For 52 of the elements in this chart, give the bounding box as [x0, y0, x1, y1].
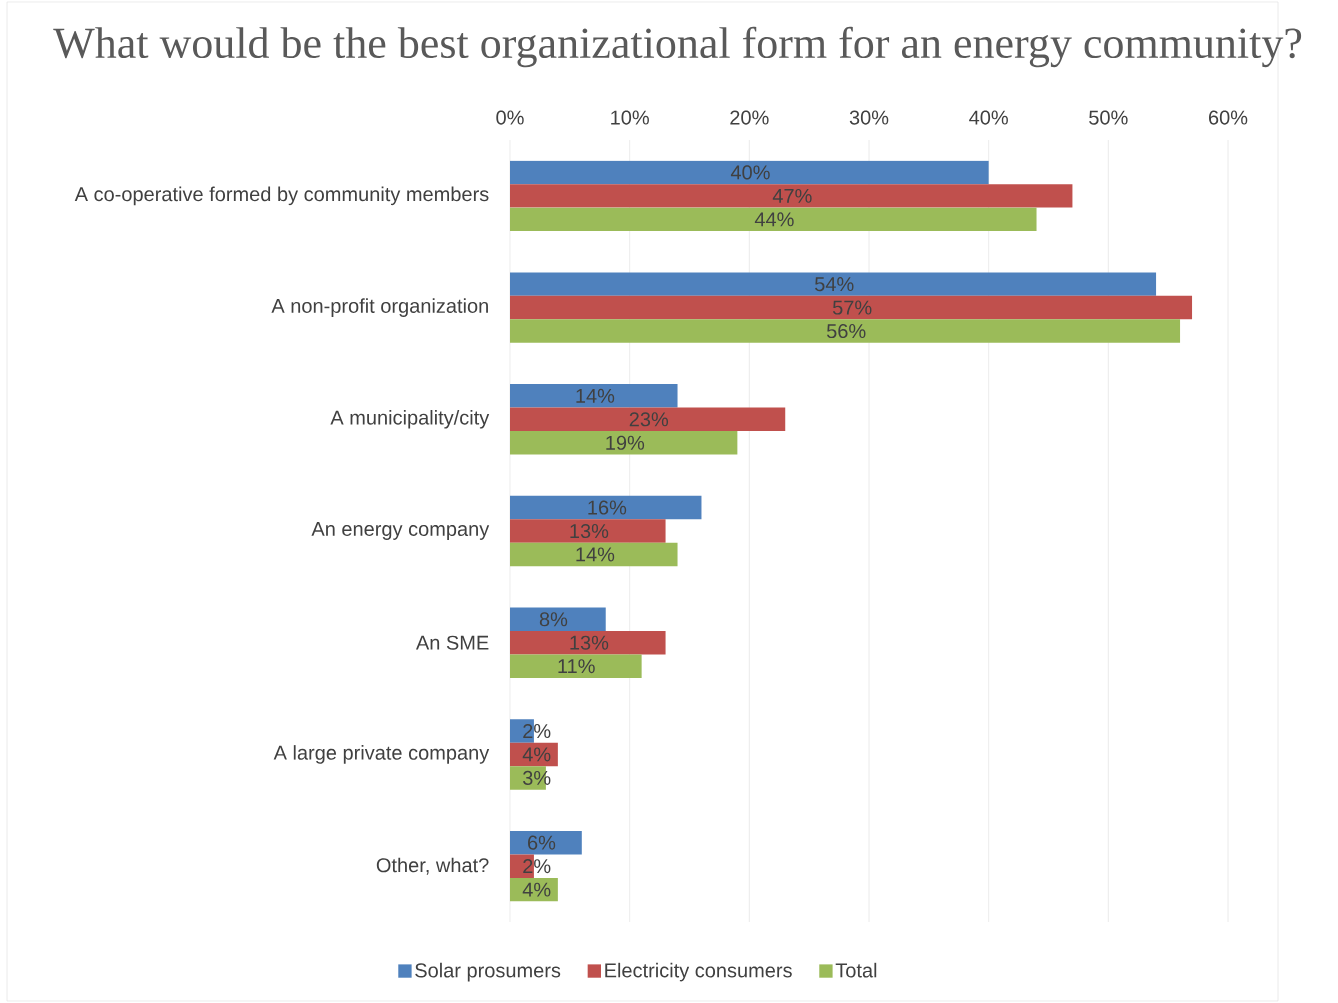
x-tick-label: 10%	[611, 110, 649, 125]
data-label: 56%	[826, 323, 866, 339]
legend-label: Solar prosumers	[415, 962, 561, 982]
data-label: 47%	[772, 188, 812, 203]
data-label: 14%	[576, 388, 615, 403]
data-label: 14%	[576, 547, 615, 562]
bar	[510, 184, 1073, 208]
bar	[510, 654, 642, 678]
x-tick-label: 0%	[496, 110, 524, 125]
data-label: 23%	[629, 412, 669, 427]
x-tick-label: 60%	[1209, 110, 1248, 125]
bar	[510, 607, 606, 631]
bar	[510, 160, 989, 185]
bar	[510, 384, 678, 408]
y-tick-label: An SME	[415, 635, 489, 650]
data-label: 13%	[570, 635, 609, 650]
bar	[510, 495, 702, 520]
legend-label: Electricity consumers	[605, 962, 792, 982]
data-label: 4%	[522, 882, 551, 897]
x-tick-label: 20%	[730, 110, 769, 125]
data-label: 40%	[730, 165, 770, 180]
bar	[510, 542, 678, 567]
data-label: 13%	[570, 523, 609, 539]
bar	[510, 830, 582, 855]
data-label: 4%	[522, 747, 551, 762]
bar	[510, 519, 666, 543]
y-tick-label: A non-profit organization	[271, 298, 488, 317]
chart-title: What would be the best organizational form for an energy community?	[53, 26, 1302, 68]
data-label: 54%	[815, 277, 854, 292]
bar	[510, 630, 666, 655]
bar	[510, 407, 786, 432]
y-tick-label: Other, what?	[376, 857, 489, 875]
data-label: 11%	[558, 659, 595, 674]
data-label: 44%	[754, 212, 794, 227]
legend-label: Total	[835, 962, 877, 978]
x-tick-label: 30%	[849, 110, 889, 125]
x-tick-label: 40%	[969, 110, 1008, 125]
bar	[510, 207, 1037, 232]
y-tick-label: A co-operative formed by community members	[74, 186, 489, 206]
data-label: 6%	[528, 835, 556, 850]
y-tick-label: A large private company	[273, 745, 490, 764]
bar	[510, 295, 1193, 320]
data-label: 8%	[539, 612, 568, 627]
data-label: 16%	[588, 500, 627, 515]
y-tick-label: A municipality/city	[330, 409, 490, 429]
bar	[510, 431, 738, 455]
data-label: 19%	[606, 435, 645, 450]
bar	[510, 319, 1181, 343]
data-label: 57%	[832, 300, 872, 315]
y-tick-label: An energy company	[311, 522, 490, 540]
bar	[510, 272, 1157, 296]
x-tick-label: 50%	[1089, 110, 1128, 125]
